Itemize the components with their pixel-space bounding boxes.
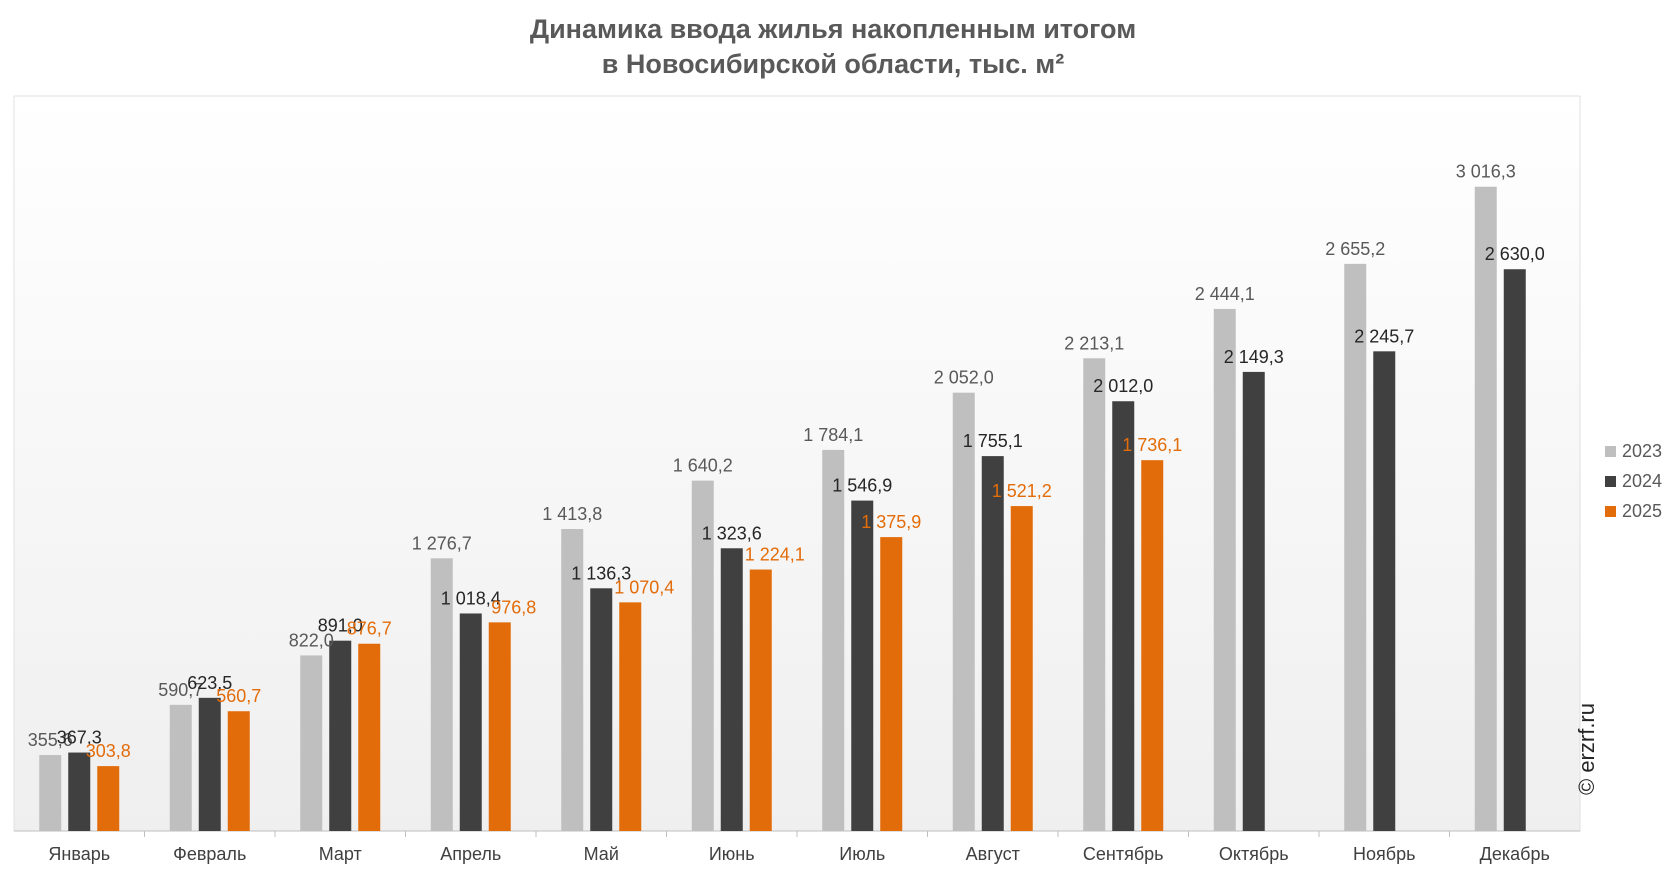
data-label-2024: 1 323,6 [702, 523, 762, 543]
plot-area [13, 95, 1581, 832]
bar-2024 [720, 548, 743, 831]
x-tick-label: Май [584, 844, 619, 864]
bar-2023 [952, 392, 975, 831]
data-label-2023: 2 052,0 [934, 368, 994, 388]
x-tick-label: Ноябрь [1353, 844, 1415, 864]
bar-2024 [329, 640, 352, 831]
bar-2023 [691, 480, 714, 831]
data-label-2023: 355,6 [28, 730, 73, 750]
bar-2025 [880, 537, 903, 831]
chart-title: Динамика ввода жилья накопленным итогом … [0, 12, 1666, 82]
bar-2024 [981, 456, 1004, 831]
data-label-2025: 1 521,2 [992, 481, 1052, 501]
data-label-2025: 1 375,9 [861, 512, 921, 532]
bar-2024 [68, 752, 91, 831]
bar-2023 [1344, 263, 1367, 832]
bar-2024 [198, 697, 221, 831]
data-label-2024: 1 018,4 [441, 588, 501, 608]
x-tick-label: Апрель [440, 844, 501, 864]
data-label-2023: 822,0 [289, 630, 334, 650]
bar-2025 [749, 569, 772, 831]
data-label-2024: 2 630,0 [1485, 244, 1545, 264]
chart-title-line-2: в Новосибирской области, тыс. м² [601, 49, 1065, 79]
legend-label-2025: 2025 [1622, 500, 1663, 521]
x-tick-label: Август [966, 844, 1020, 864]
data-label-2024: 2 012,0 [1093, 376, 1153, 396]
bar-2023 [39, 755, 62, 831]
data-label-2023: 1 784,1 [803, 425, 863, 445]
bar-2023 [1474, 186, 1497, 831]
data-label-2025: 303,8 [86, 741, 131, 761]
bar-2024 [1503, 269, 1526, 831]
legend-item-2025: 2025 [1605, 496, 1662, 526]
bar-2023 [300, 655, 323, 831]
data-label-2025: 1 070,4 [614, 577, 674, 597]
data-label-2023: 2 213,1 [1064, 333, 1124, 353]
legend-item-2024: 2024 [1605, 466, 1662, 496]
x-tick-label: Февраль [173, 844, 246, 864]
bar-2025 [488, 622, 511, 831]
bar-2023 [822, 449, 845, 831]
bar-2024 [459, 613, 482, 831]
bar-2023 [1213, 308, 1236, 831]
bar-2025 [358, 643, 381, 831]
bar-2024 [1373, 351, 1396, 831]
data-label-2023: 1 413,8 [542, 504, 602, 524]
legend-label-2023: 2023 [1622, 440, 1663, 461]
legend-swatch-2025 [1605, 505, 1616, 517]
legend-item-2023: 2023 [1605, 436, 1662, 466]
x-tick-label: Декабрь [1480, 844, 1550, 864]
x-tick-label: Сентябрь [1083, 844, 1164, 864]
bar-2023 [430, 558, 453, 831]
bar-2024 [590, 588, 613, 831]
bar-2025 [227, 711, 250, 831]
bar-2025 [1141, 460, 1164, 831]
data-label-2023: 2 444,1 [1195, 284, 1255, 304]
legend-swatch-2024 [1605, 475, 1616, 487]
legend-swatch-2023 [1605, 445, 1616, 457]
data-label-2025: 1 736,1 [1122, 435, 1182, 455]
bar-2024 [1112, 401, 1135, 831]
chart-title-line-1: Динамика ввода жилья накопленным итогом [529, 14, 1137, 44]
bar-2023 [169, 704, 192, 831]
bar-2025 [1010, 506, 1033, 831]
x-tick-label: Июль [839, 844, 885, 864]
data-label-2024: 1 136,3 [571, 563, 631, 583]
data-label-2024: 367,3 [57, 728, 102, 748]
x-tick-label: Март [319, 844, 362, 864]
data-label-2024: 1 546,9 [832, 476, 892, 496]
legend: 2023 2024 2025 [1605, 436, 1662, 526]
watermark: © erzrf.ru [1574, 703, 1599, 795]
bar-2024 [1242, 371, 1265, 831]
data-label-2024: 891,0 [318, 616, 363, 636]
data-label-2023: 1 640,2 [673, 456, 733, 476]
data-label-2023: 3 016,3 [1456, 162, 1516, 182]
bar-2025 [97, 766, 120, 831]
legend-label-2024: 2024 [1622, 470, 1663, 491]
data-label-2024: 2 149,3 [1224, 347, 1284, 367]
data-label-2024: 623,5 [187, 673, 232, 693]
x-tick-label: Октябрь [1219, 844, 1289, 864]
data-label-2025: 560,7 [216, 686, 261, 706]
x-tick-label: Январь [48, 844, 110, 864]
data-label-2025: 876,7 [347, 619, 392, 639]
data-label-2024: 2 245,7 [1354, 326, 1414, 346]
data-label-2023: 590,7 [158, 680, 203, 700]
data-label-2024: 1 755,1 [963, 431, 1023, 451]
bar-2024 [851, 500, 874, 831]
data-label-2023: 2 655,2 [1325, 239, 1385, 259]
bar-2023 [1083, 358, 1106, 831]
data-label-2023: 1 276,7 [412, 533, 472, 553]
bar-2025 [619, 602, 642, 831]
data-label-2025: 976,8 [491, 597, 536, 617]
bar-2023 [561, 529, 584, 831]
data-label-2025: 1 224,1 [745, 545, 805, 565]
x-tick-label: Июнь [709, 844, 755, 864]
